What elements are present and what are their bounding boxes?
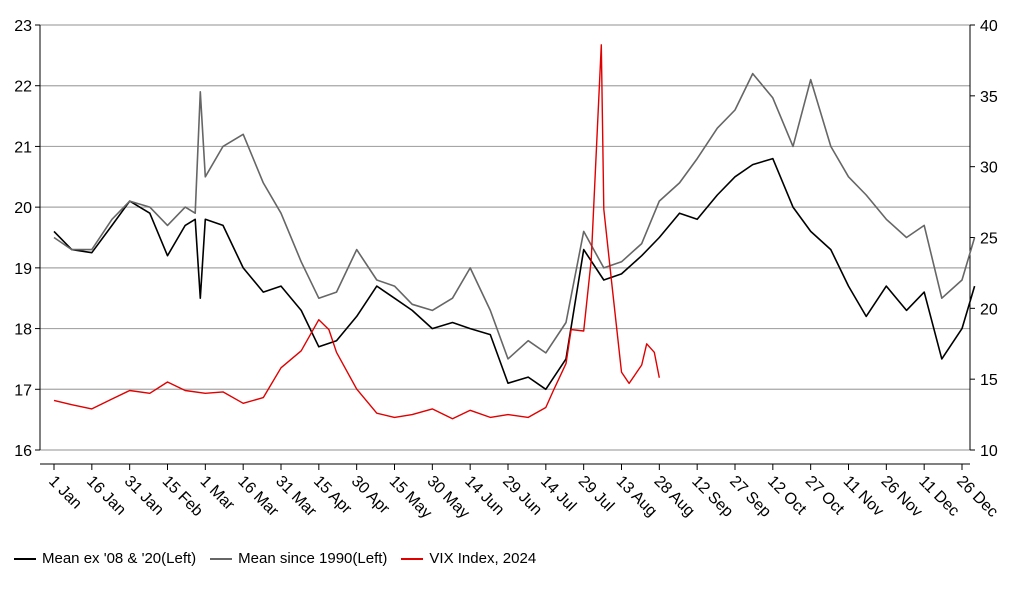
x-tick-label: 11 Dec — [915, 473, 962, 520]
legend-label-mean-ex: Mean ex '08 & '20(Left) — [42, 550, 197, 567]
y-left-tick-label: 23 — [14, 18, 32, 35]
y-axis-right-ticks: 10 15 20 25 30 35 40 — [970, 18, 998, 460]
x-tick-label: 28 Aug — [651, 473, 698, 520]
y-right-tick-label: 40 — [980, 18, 998, 35]
x-tick-label: 27 Oct — [802, 473, 848, 519]
y-right-tick-label: 10 — [980, 443, 998, 460]
x-tick-label: 16 Mar — [234, 473, 282, 521]
x-tick-label: 29 Jul — [575, 473, 617, 515]
x-tick-label: 13 Aug — [613, 473, 660, 520]
x-tick-label: 31 Mar — [272, 473, 320, 521]
y-axis-left-ticks: 16 17 18 19 20 21 22 23 — [14, 18, 40, 460]
series-lines — [53, 44, 976, 420]
gridlines — [40, 24, 970, 451]
x-tick-label: 26 Dec — [953, 473, 1001, 521]
legend-swatch-vix — [401, 557, 424, 560]
legend-item-vix: VIX Index, 2024 — [401, 550, 536, 567]
y-left-tick-label: 21 — [14, 139, 32, 156]
legend-item-mean-since-1990: Mean since 1990(Left) — [210, 550, 387, 567]
legend-item-mean-ex: Mean ex '08 & '20(Left) — [14, 550, 196, 567]
legend-label-vix: VIX Index, 2024 — [429, 550, 537, 567]
y-left-tick-label: 17 — [14, 382, 32, 399]
y-left-tick-label: 20 — [14, 200, 32, 217]
x-tick-label: 16 Jan — [83, 473, 129, 519]
x-tick-label: 30 Apr — [348, 473, 393, 518]
series-line-2 — [53, 44, 660, 420]
y-right-tick-label: 25 — [980, 231, 998, 248]
legend: Mean ex '08 & '20(Left) Mean since 1990(… — [14, 550, 536, 567]
x-tick-label: 15 Feb — [159, 473, 206, 520]
y-right-tick-label: 35 — [980, 89, 998, 106]
y-right-tick-label: 30 — [980, 160, 998, 177]
y-left-tick-label: 16 — [14, 443, 32, 460]
x-tick-label: 1 Jan — [45, 473, 85, 513]
x-tick-label: 31 Jan — [121, 473, 167, 519]
x-tick-label: 15 Apr — [310, 473, 355, 518]
x-tick-label: 12 Sep — [688, 473, 736, 521]
x-tick-label: 29 Jun — [499, 473, 545, 519]
legend-swatch-mean-since-1990 — [210, 557, 233, 560]
y-left-tick-label: 22 — [14, 79, 32, 96]
legend-label-mean-since-1990: Mean since 1990(Left) — [238, 550, 388, 567]
y-right-tick-label: 20 — [980, 301, 998, 318]
series-line-1 — [53, 72, 976, 360]
axes — [39, 25, 971, 465]
x-tick-label: 27 Sep — [726, 473, 774, 521]
y-left-tick-label: 18 — [14, 322, 32, 339]
x-tick-label: 11 Nov — [840, 473, 887, 520]
y-right-tick-label: 15 — [980, 372, 998, 389]
x-tick-label: 26 Nov — [878, 473, 926, 521]
x-tick-label: 14 Jul — [537, 473, 579, 515]
series-line-0 — [53, 157, 976, 391]
legend-swatch-mean-ex — [14, 557, 36, 560]
y-left-tick-label: 19 — [14, 261, 32, 278]
